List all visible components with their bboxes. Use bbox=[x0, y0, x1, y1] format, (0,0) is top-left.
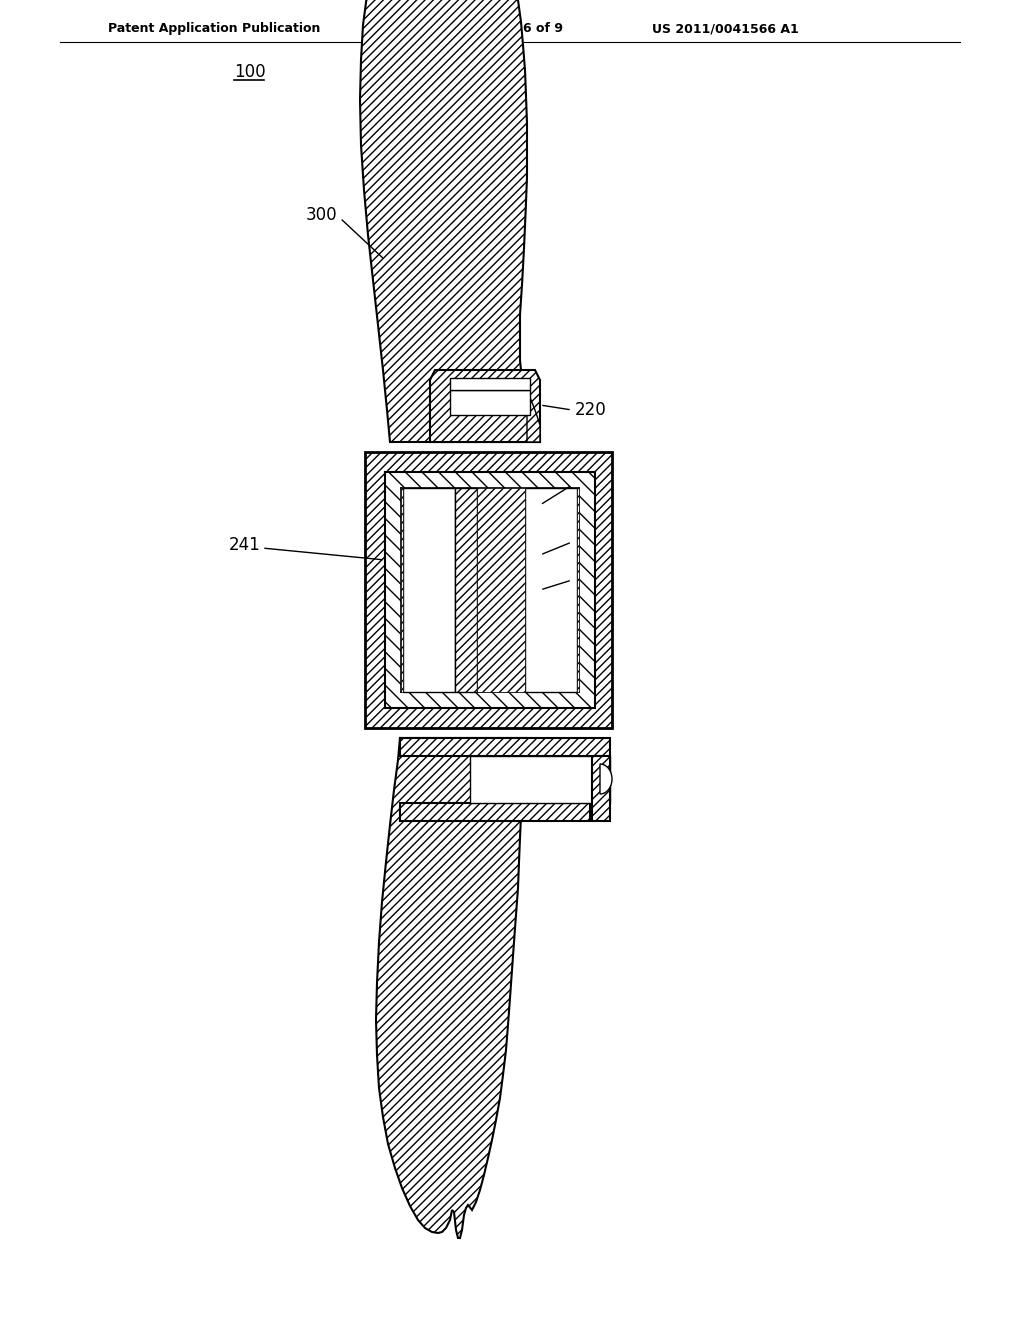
Polygon shape bbox=[577, 488, 579, 692]
Polygon shape bbox=[430, 370, 540, 442]
Polygon shape bbox=[385, 473, 595, 708]
Bar bbox=[403, 488, 455, 692]
Polygon shape bbox=[455, 488, 477, 692]
Bar bbox=[470, 756, 610, 803]
Polygon shape bbox=[360, 0, 540, 442]
Bar bbox=[385, 473, 592, 708]
Bar bbox=[450, 378, 530, 389]
Bar bbox=[525, 488, 577, 692]
Polygon shape bbox=[376, 738, 527, 1238]
Bar bbox=[450, 389, 530, 414]
Polygon shape bbox=[527, 389, 540, 442]
Text: 300: 300 bbox=[305, 206, 337, 224]
Text: Fig. 6: Fig. 6 bbox=[371, 70, 460, 102]
Polygon shape bbox=[365, 451, 612, 729]
Text: 241: 241 bbox=[228, 536, 260, 554]
Text: 220: 220 bbox=[575, 401, 607, 418]
Polygon shape bbox=[401, 488, 403, 692]
Bar bbox=[400, 803, 590, 821]
Text: Patent Application Publication: Patent Application Publication bbox=[108, 22, 321, 36]
Bar bbox=[592, 756, 610, 821]
Bar bbox=[400, 738, 610, 756]
Text: 210: 210 bbox=[575, 533, 607, 550]
Text: 242: 242 bbox=[575, 572, 607, 589]
Polygon shape bbox=[477, 488, 525, 692]
Text: 100: 100 bbox=[234, 63, 265, 81]
Text: Feb. 24, 2011  Sheet 6 of 9: Feb. 24, 2011 Sheet 6 of 9 bbox=[373, 22, 563, 36]
Bar bbox=[401, 488, 579, 692]
Polygon shape bbox=[600, 764, 612, 795]
Text: US 2011/0041566 A1: US 2011/0041566 A1 bbox=[652, 22, 799, 36]
Text: 200: 200 bbox=[575, 477, 606, 494]
